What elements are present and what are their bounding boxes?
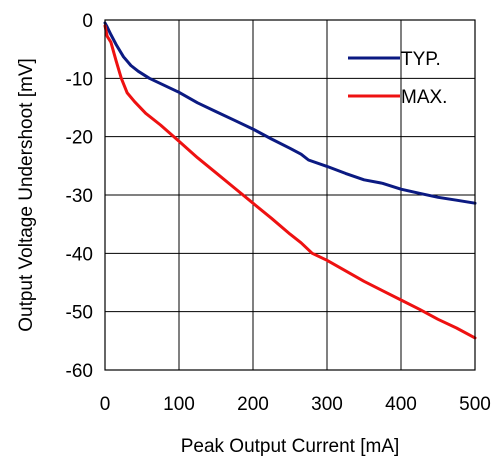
x-tick-label: 200 [237,394,269,415]
x-tick-label: 300 [311,394,343,415]
x-axis-title: Peak Output Current [mA] [181,436,400,457]
x-tick-label: 400 [385,394,417,415]
legend: TYP. MAX. [348,49,447,108]
x-tick-label: 0 [100,394,111,415]
grid [104,19,476,371]
x-tick-label: 100 [163,394,195,415]
y-tick-label: 0 [82,11,93,32]
series-line-typ [103,21,477,205]
y-tick-label: -20 [66,128,93,149]
y-tick-labels: 0 -10 -20 -30 -40 -50 -60 [66,11,93,382]
y-tick-label: -40 [66,244,93,265]
series-lines [103,21,477,340]
legend-label: MAX. [401,87,447,108]
x-tick-labels: 0 100 200 300 400 500 [100,394,491,415]
y-tick-label: -30 [66,186,93,207]
y-axis-title: Output Voltage Undershoot [mV] [16,58,37,332]
legend-label: TYP. [401,49,441,70]
y-tick-label: -50 [66,303,93,324]
y-tick-label: -60 [66,361,93,382]
y-tick-label: -10 [66,69,93,90]
series-line-max [103,24,477,340]
x-tick-label: 500 [459,394,491,415]
plot-frame [104,19,476,371]
